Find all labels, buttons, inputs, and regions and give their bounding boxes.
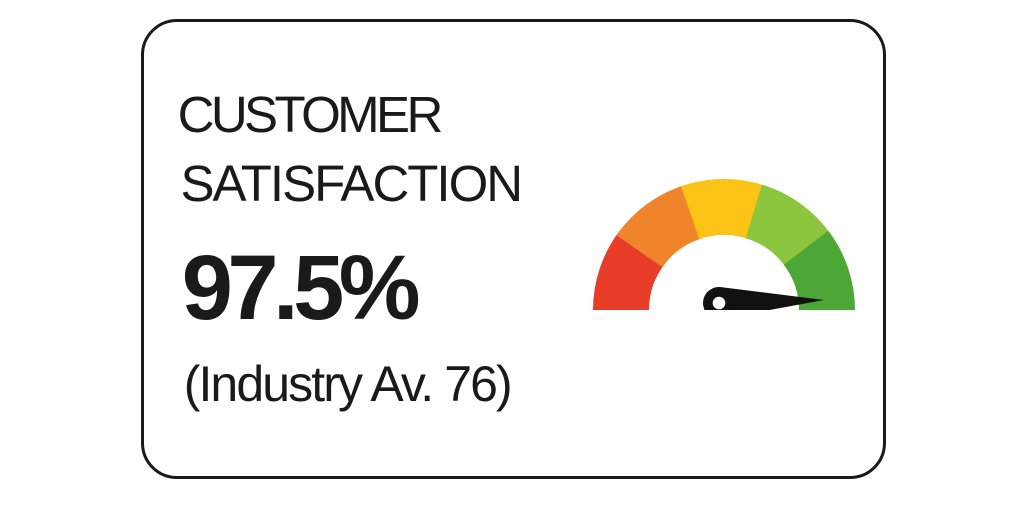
svg-text:97.5%: 97.5% — [182, 237, 419, 339]
svg-text:(Industry Av. 76): (Industry Av. 76) — [184, 356, 511, 412]
svg-text:CUSTOMER: CUSTOMER — [178, 86, 442, 143]
svg-text:SATISFACTION: SATISFACTION — [181, 155, 522, 212]
